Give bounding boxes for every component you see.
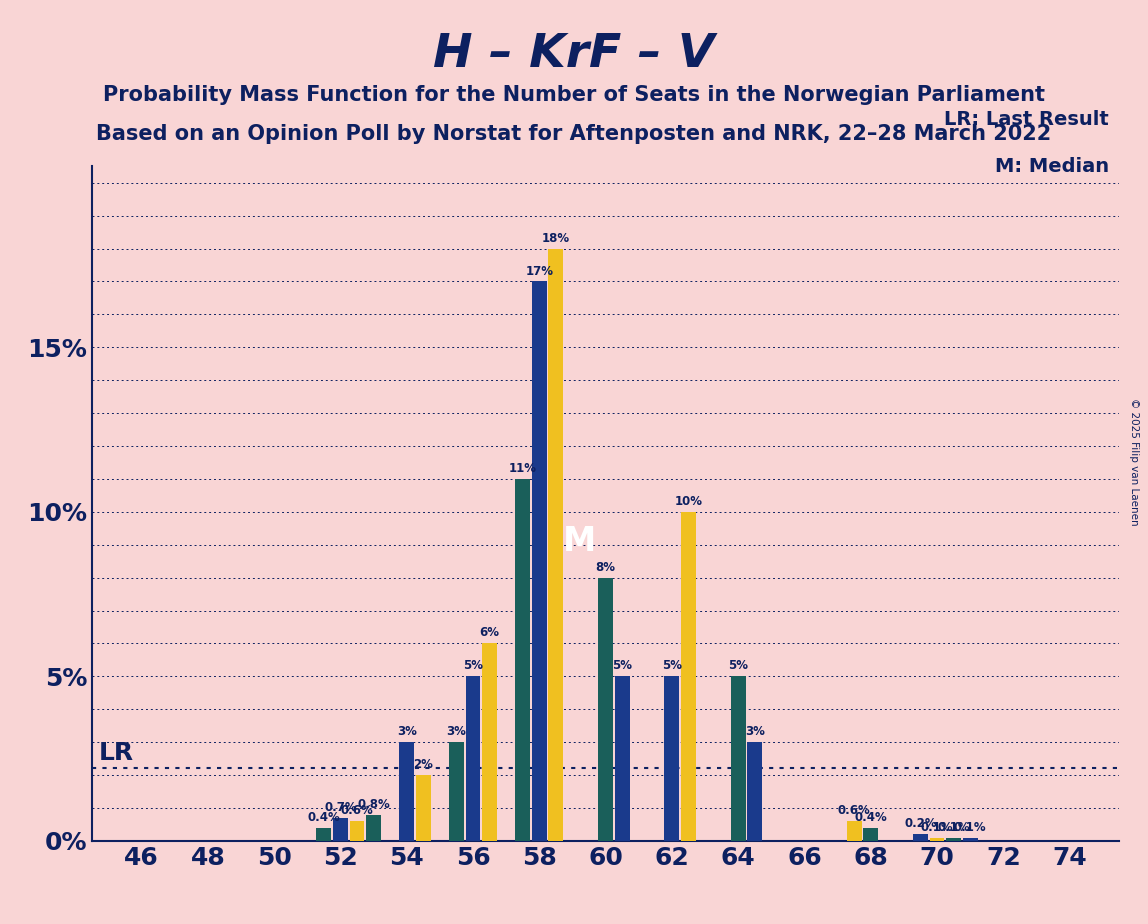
Text: 6%: 6% [480,626,499,639]
Bar [614,676,629,841]
Text: 5%: 5% [463,660,483,673]
Bar [515,479,530,841]
Text: Probability Mass Function for the Number of Seats in the Norwegian Parliament: Probability Mass Function for the Number… [103,85,1045,105]
Text: © 2025 Filip van Laenen: © 2025 Filip van Laenen [1130,398,1139,526]
Text: 0.1%: 0.1% [921,821,953,833]
Bar [665,676,680,841]
Bar [847,821,862,841]
Text: Based on an Opinion Poll by Norstat for Aftenposten and NRK, 22–28 March 2022: Based on an Opinion Poll by Norstat for … [96,124,1052,144]
Bar [930,837,945,841]
Text: 5%: 5% [728,660,748,673]
Bar [730,676,745,841]
Bar [317,828,332,841]
Text: 18%: 18% [542,232,569,245]
Text: 5%: 5% [662,660,682,673]
Bar [946,837,961,841]
Bar [366,815,381,841]
Text: 0.4%: 0.4% [854,810,887,823]
Text: 8%: 8% [596,561,615,574]
Bar [913,834,928,841]
Bar [598,578,613,841]
Bar [681,512,696,841]
Bar [349,821,364,841]
Text: M: Median: M: Median [995,157,1109,176]
Text: 0.8%: 0.8% [357,797,390,810]
Text: H – KrF – V: H – KrF – V [433,32,715,78]
Text: 0.6%: 0.6% [341,804,373,817]
Text: LR: LR [99,741,133,765]
Bar [863,828,878,841]
Bar [963,837,978,841]
Text: 0.7%: 0.7% [324,801,357,814]
Text: 3%: 3% [447,725,466,738]
Text: LR: Last Result: LR: Last Result [945,110,1109,129]
Text: 5%: 5% [612,660,633,673]
Text: 17%: 17% [526,264,553,277]
Bar [333,818,348,841]
Bar [482,643,497,841]
Text: 0.2%: 0.2% [905,818,937,831]
Text: 11%: 11% [509,462,537,475]
Bar [416,775,430,841]
Text: 10%: 10% [674,495,703,508]
Text: 0.6%: 0.6% [838,804,870,817]
Bar [400,742,414,841]
Text: 0.1%: 0.1% [954,821,986,833]
Text: 3%: 3% [397,725,417,738]
Bar [532,282,546,841]
Text: 0.4%: 0.4% [308,810,340,823]
Bar [449,742,464,841]
Bar [466,676,481,841]
Text: 0.1%: 0.1% [937,821,970,833]
Bar [549,249,564,841]
Text: 3%: 3% [745,725,765,738]
Text: M: M [563,525,596,558]
Bar [747,742,762,841]
Text: 2%: 2% [413,758,433,772]
